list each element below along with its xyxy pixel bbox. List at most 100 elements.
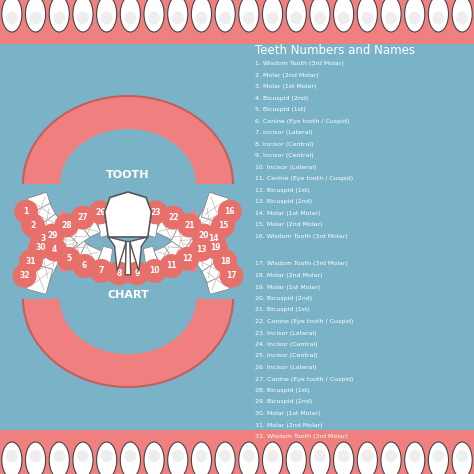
Text: 23. Incisor (Lateral): 23. Incisor (Lateral) [255,330,317,336]
Text: 25. Incisor (Central): 25. Incisor (Central) [255,354,318,358]
Bar [65,239,191,274]
Polygon shape [96,246,113,271]
Text: 6: 6 [82,262,87,271]
Circle shape [57,247,81,271]
Ellipse shape [60,129,196,239]
Text: 5. Bicuspid (1st): 5. Bicuspid (1st) [255,107,306,112]
Polygon shape [113,248,126,273]
Text: 8: 8 [116,269,122,278]
Polygon shape [185,214,217,246]
Circle shape [160,254,183,278]
Text: 19. Molar (1st Molar): 19. Molar (1st Molar) [255,284,320,290]
Text: 28: 28 [61,221,72,230]
Ellipse shape [2,442,22,474]
Text: 19: 19 [210,243,221,252]
Text: 5: 5 [66,254,71,263]
Bar [60,211,196,244]
Circle shape [55,213,79,237]
Polygon shape [115,210,127,235]
Circle shape [161,206,185,229]
Circle shape [21,214,45,237]
Polygon shape [105,192,151,237]
Ellipse shape [172,12,183,24]
Polygon shape [142,213,159,237]
Ellipse shape [452,0,472,32]
Ellipse shape [243,450,255,462]
Polygon shape [31,251,60,283]
Ellipse shape [290,12,302,24]
Text: 32: 32 [19,271,30,280]
Text: 24. Incisor (Central): 24. Incisor (Central) [255,342,318,347]
Ellipse shape [215,442,235,474]
Circle shape [14,200,38,224]
Ellipse shape [381,442,401,474]
Ellipse shape [97,0,117,32]
Polygon shape [143,246,160,271]
Ellipse shape [77,450,89,462]
Bar [21,184,235,274]
Circle shape [213,249,237,273]
Ellipse shape [168,442,188,474]
Ellipse shape [124,12,136,24]
Ellipse shape [29,12,41,24]
Circle shape [12,264,36,288]
Ellipse shape [219,450,231,462]
Text: 18. Molar (2nd Molar): 18. Molar (2nd Molar) [255,273,322,278]
Text: 4. Bicuspid (2nd): 4. Bicuspid (2nd) [255,95,308,100]
Polygon shape [125,241,131,275]
Ellipse shape [195,12,207,24]
Ellipse shape [144,442,164,474]
Text: 18: 18 [220,256,230,265]
Text: 11. Canine (Eye tooth / Cuspid): 11. Canine (Eye tooth / Cuspid) [255,176,353,181]
Ellipse shape [286,442,306,474]
Circle shape [177,213,201,237]
Polygon shape [80,244,102,264]
Text: 16. Wisdom Tooth (3rd Molar): 16. Wisdom Tooth (3rd Molar) [255,234,347,238]
Ellipse shape [456,450,468,462]
Circle shape [201,226,225,250]
Text: 17: 17 [226,271,237,280]
Text: 22: 22 [168,213,179,222]
Polygon shape [97,213,114,237]
Ellipse shape [100,450,112,462]
Text: 20: 20 [199,231,209,240]
Ellipse shape [97,442,117,474]
Ellipse shape [6,450,18,462]
Text: 9: 9 [134,269,139,278]
Text: 6. Canine (Eye tooth / Cuspid): 6. Canine (Eye tooth / Cuspid) [255,118,349,124]
Text: 22. Canine (Eye tooth / Cuspid): 22. Canine (Eye tooth / Cuspid) [255,319,354,324]
Text: 21: 21 [184,221,195,230]
Text: 17. Wisdom Tooth (3rd Molar): 17. Wisdom Tooth (3rd Molar) [255,262,348,266]
Ellipse shape [432,12,444,24]
Text: 4: 4 [52,245,57,254]
Text: 10. Incisor (Lateral): 10. Incisor (Lateral) [255,164,316,170]
Ellipse shape [456,12,468,24]
Ellipse shape [385,12,397,24]
Polygon shape [51,226,80,254]
Text: 9. Incisor (Central): 9. Incisor (Central) [255,153,314,158]
Circle shape [90,259,113,283]
Polygon shape [164,234,193,261]
Ellipse shape [337,450,349,462]
Text: 15. Molar (2nd Molar): 15. Molar (2nd Molar) [255,222,322,227]
Circle shape [211,214,235,237]
Circle shape [107,198,131,221]
Ellipse shape [432,450,444,462]
Polygon shape [27,264,53,294]
Text: 15: 15 [218,221,228,230]
Circle shape [19,249,43,273]
Polygon shape [129,210,141,235]
Ellipse shape [239,0,259,32]
Text: 20. Bicuspid (2nd): 20. Bicuspid (2nd) [255,296,312,301]
Ellipse shape [26,442,46,474]
Ellipse shape [148,12,160,24]
Ellipse shape [215,0,235,32]
Ellipse shape [266,12,278,24]
Circle shape [71,206,95,229]
Text: 2: 2 [30,221,36,230]
Circle shape [31,226,55,250]
Ellipse shape [168,0,188,32]
Circle shape [144,201,168,224]
Circle shape [125,262,149,285]
Ellipse shape [6,12,18,24]
